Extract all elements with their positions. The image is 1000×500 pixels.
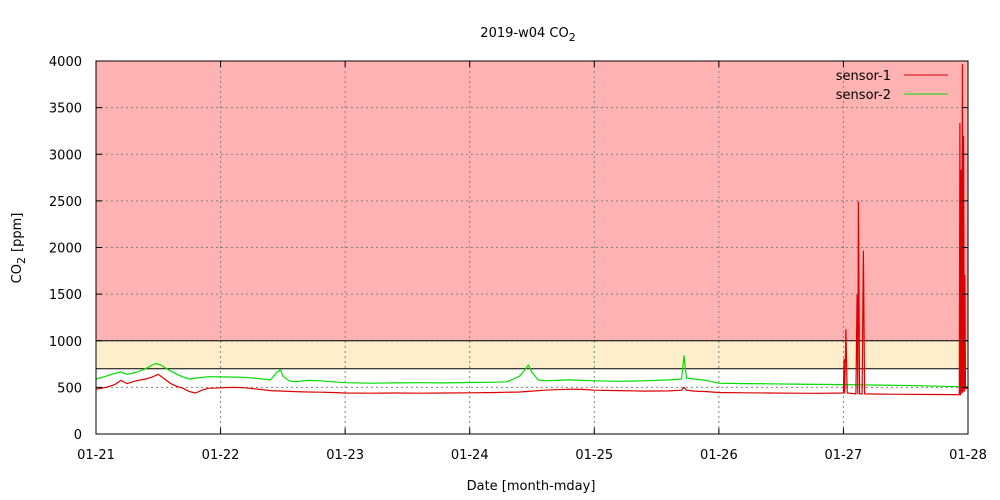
band-1 xyxy=(96,340,968,369)
y-tick-label-5: 2500 xyxy=(49,195,82,210)
y-tick-label-8: 4000 xyxy=(49,55,82,70)
y-tick-label-1: 500 xyxy=(57,381,82,396)
legend-label-sensor-2: sensor-2 xyxy=(836,88,891,103)
x-tick-label-4: 01-25 xyxy=(575,448,613,463)
y-tick-label-6: 3000 xyxy=(49,148,82,163)
x-tick-label-7: 01-28 xyxy=(949,448,987,463)
y-axis-label: CO2[ppm] xyxy=(10,213,28,284)
y-axis-ticks: 0 500 1000 1500 2000 2500 3000 3500 4000 xyxy=(49,55,968,443)
y-tick-label-7: 3500 xyxy=(49,102,82,117)
threshold-lines xyxy=(96,340,968,370)
y-tick-label-2: 1000 xyxy=(49,335,82,350)
series-line-sensor-1 xyxy=(95,64,969,396)
x-tick-label-1: 01-22 xyxy=(202,448,240,463)
series-layer xyxy=(95,64,969,396)
y-tick-label-4: 2000 xyxy=(49,242,82,257)
x-tick-label-0: 01-21 xyxy=(77,448,115,463)
x-tick-label-6: 01-27 xyxy=(825,448,863,463)
y-tick-label-3: 1500 xyxy=(49,288,82,303)
x-axis-ticks: 01-21 01-22 01-23 01-24 01-25 01-26 01-27 01-28 xyxy=(77,61,987,463)
legend: sensor-1 sensor-2 xyxy=(836,69,948,103)
series-line-sensor-2 xyxy=(95,355,969,388)
legend-label-sensor-1: sensor-1 xyxy=(836,69,891,84)
chart-title: 2019-w04 CO2 xyxy=(480,26,575,44)
x-axis-label: Date [month-mday] xyxy=(467,479,596,494)
x-tick-label-3: 01-24 xyxy=(451,448,489,463)
x-tick-label-5: 01-26 xyxy=(700,448,738,463)
y-tick-label-0: 0 xyxy=(74,428,82,443)
x-tick-label-2: 01-23 xyxy=(326,448,364,463)
